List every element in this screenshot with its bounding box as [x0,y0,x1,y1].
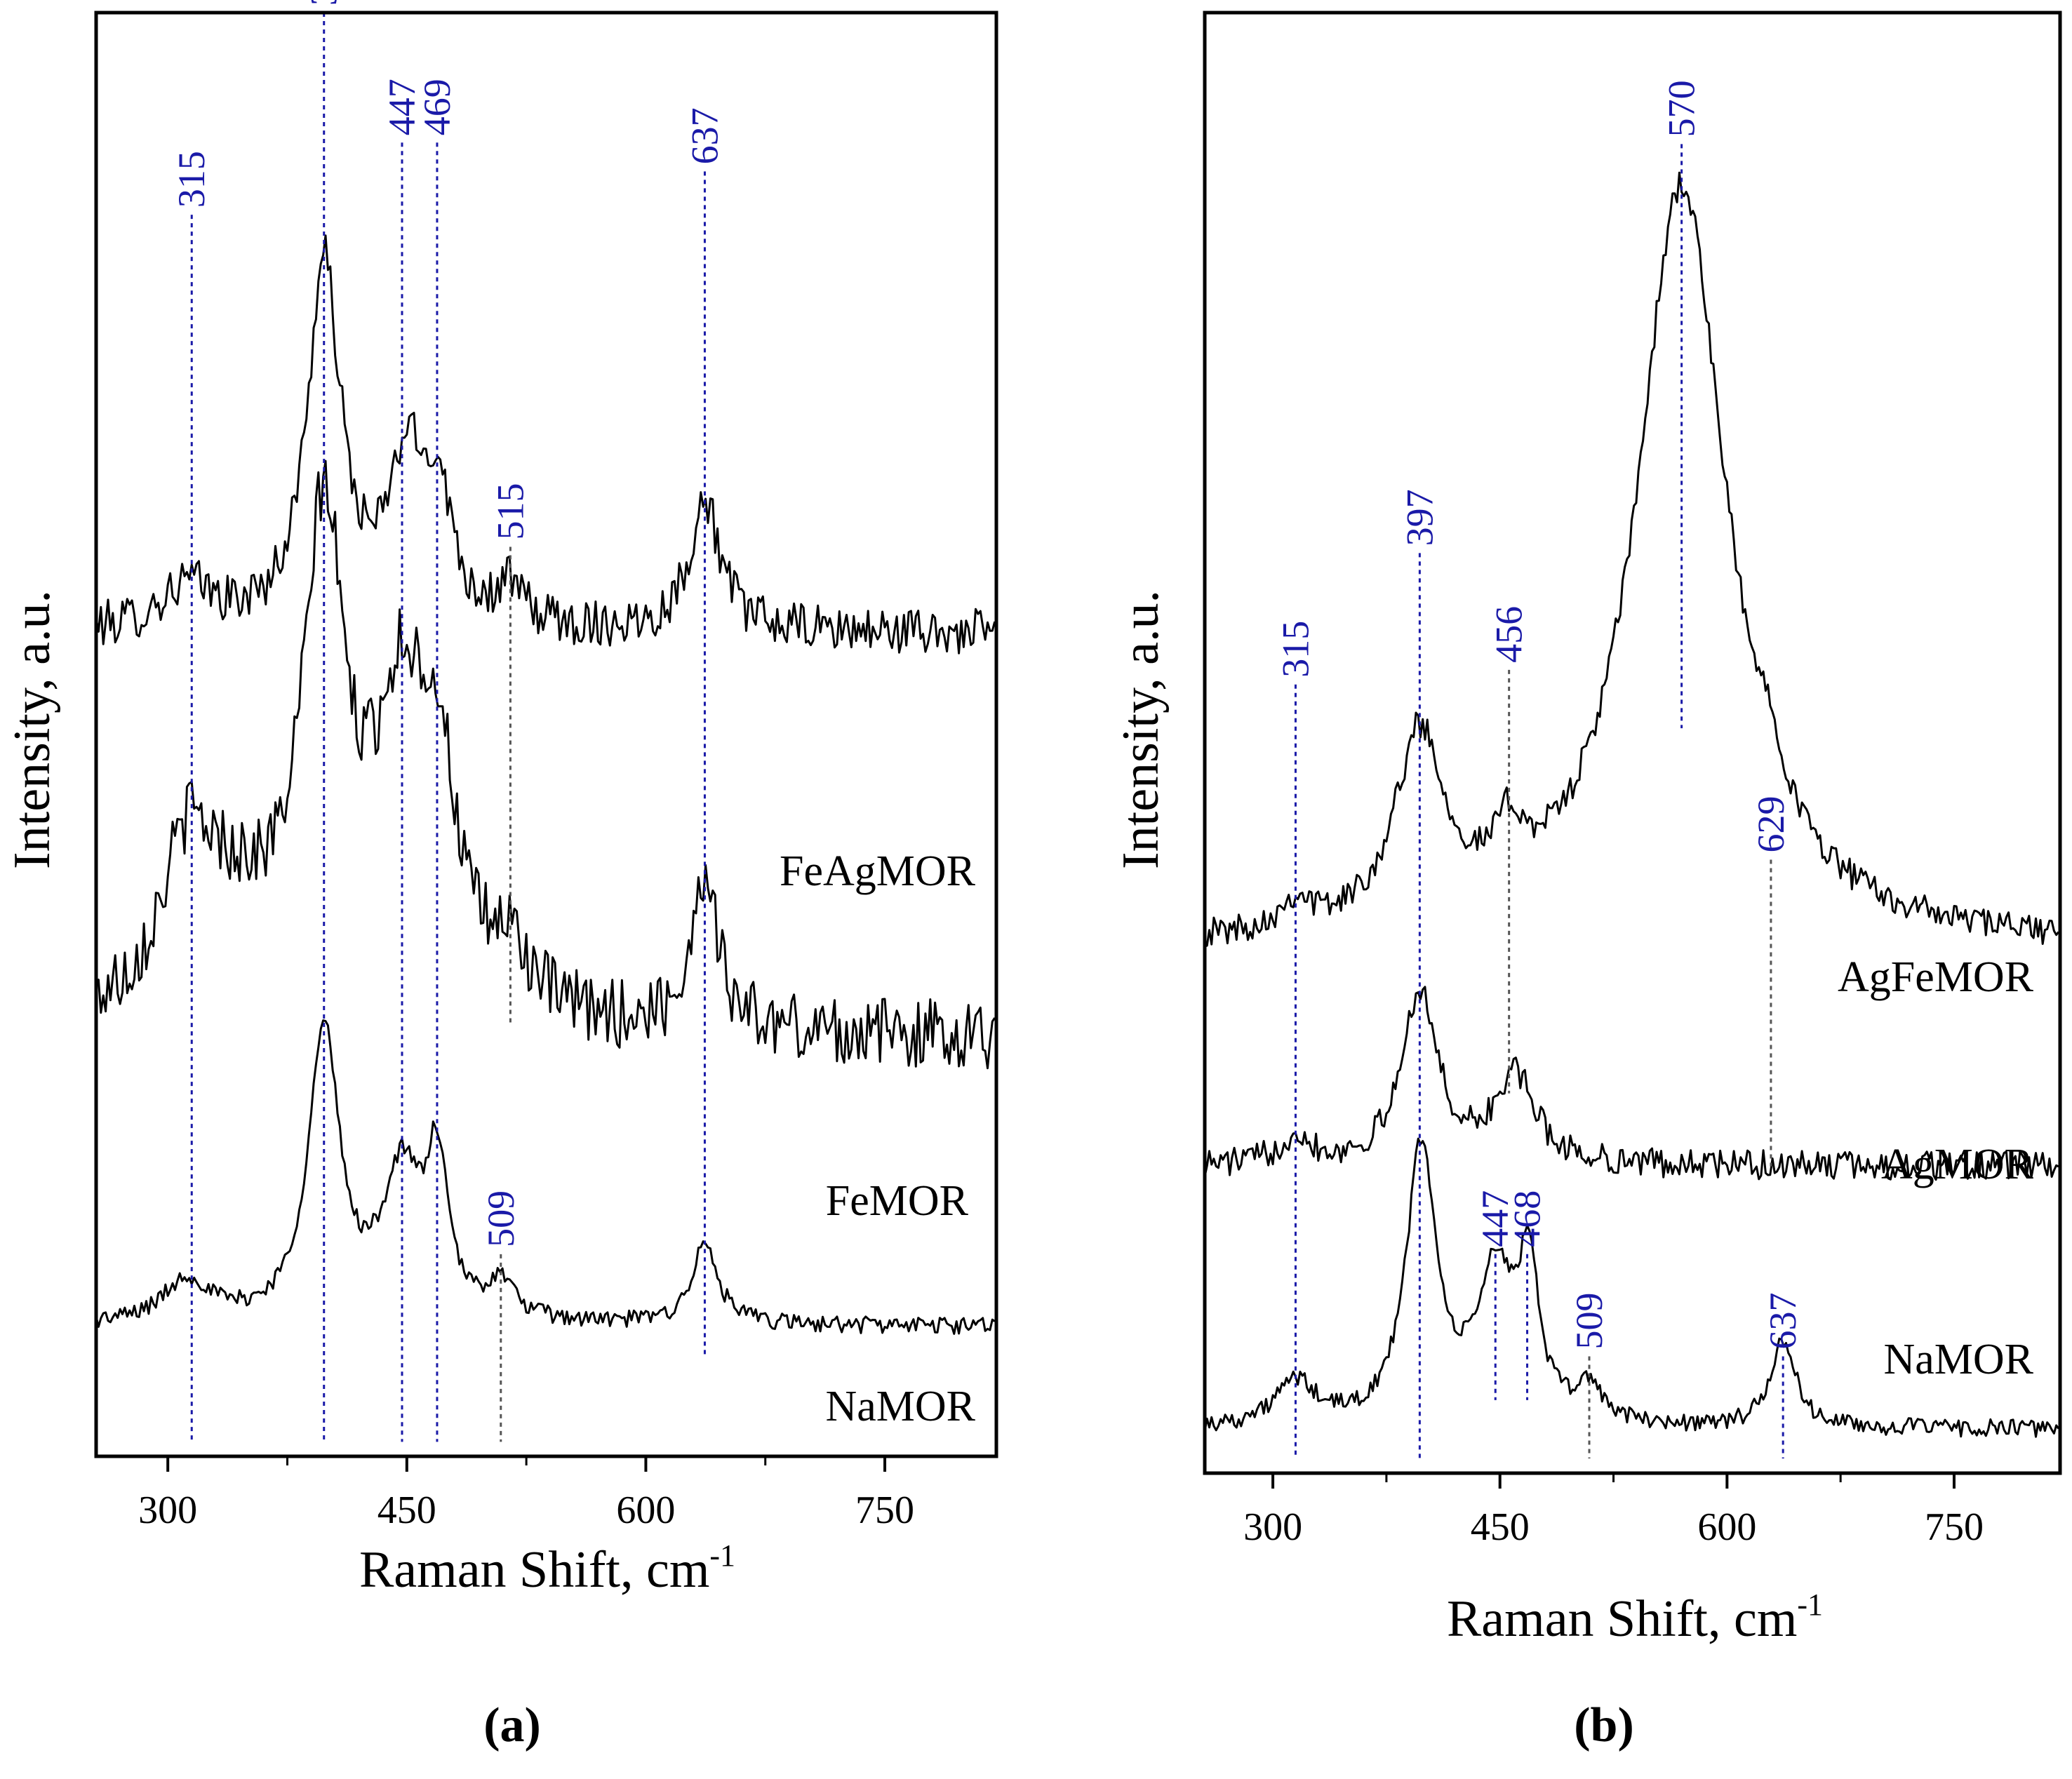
series-line-agfemor [1204,171,2059,948]
series-label-agmor: AgMOR [1881,1141,2034,1188]
peak-label-629: 629 [1750,796,1792,853]
peak-label-468: 468 [1506,1190,1549,1247]
panel-b-x-tick-label: 600 [1697,1505,1756,1549]
peak-label-509: 509 [1568,1292,1610,1349]
panel-a-x-axis-title: Raman Shift, cm-1 [359,1538,735,1599]
panel-a-y-axis-title: Intensity, a.u. [4,590,61,869]
series-line-namor [95,1019,996,1335]
peak-label-515: 515 [489,483,531,539]
series-line-agmor [1203,986,2059,1181]
panel-a-x-tick-label: 450 [377,1489,436,1532]
series-line-femor [95,459,996,1070]
panel-a-plot-frame [94,11,998,1458]
peak-label-397: 397 [1398,489,1441,546]
panel-a-label: (a) [483,1698,541,1752]
peak-label-570: 570 [1661,80,1703,137]
peak-label-637: 637 [1762,1292,1804,1349]
peak-label-398: 398 [303,0,345,6]
panel-b-x-tick-label: 450 [1471,1505,1530,1549]
peak-label-637: 637 [683,107,726,164]
series-label-namor: NaMOR [1883,1336,2033,1383]
panel-b-x-tick-label: 750 [1925,1505,1984,1549]
series-label-femor: FeMOR [826,1177,969,1225]
panel-a-x-tick-label: 750 [855,1489,914,1532]
panel-b-x-tick-label: 300 [1243,1505,1302,1549]
peak-label-456: 456 [1488,606,1530,663]
panel-a-x-tick-label: 300 [138,1489,197,1532]
panel-b-x-ticks: 300 450 600 750 [1243,1473,1984,1549]
panel-b-x-axis-title: Raman Shift, cm-1 [1447,1587,1823,1648]
peak-label-447: 447 [381,79,423,135]
series-line-namor [1203,1137,2060,1438]
panel-a-x-tick-label: 600 [616,1489,675,1532]
peak-label-509: 509 [480,1190,522,1247]
peak-label-315: 315 [1274,621,1316,678]
series-label-namor: NaMOR [825,1383,975,1430]
series-line-feagmor [95,234,996,654]
panel-b-label: (b) [1574,1698,1634,1752]
peak-label-447: 447 [1474,1190,1516,1247]
series-label-agfemor: AgFeMOR [1838,953,2034,1001]
series-label-feagmor: FeAgMOR [780,847,976,895]
panel-a-x-ticks: 300 450 600 750 [138,1456,914,1532]
panel-b-y-axis-title: Intensity, a.u. [1112,590,1170,869]
panel-b-plot-frame [1203,11,2062,1475]
peak-label-469: 469 [416,79,458,135]
peak-label-315: 315 [171,151,213,208]
